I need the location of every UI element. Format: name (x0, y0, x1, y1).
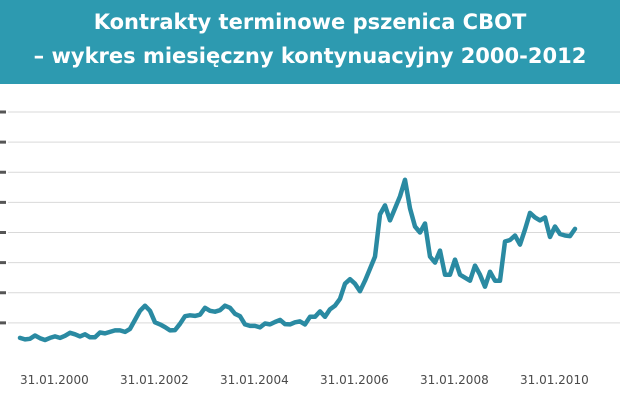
y-tick-800 (0, 170, 6, 174)
line-chart: 31.01.2000 31.01.2002 31.01.2004 31.01.2006… (0, 110, 620, 387)
x-tick-label: 31.01.2002 (120, 373, 189, 387)
y-tick-1000 (0, 110, 6, 114)
y-tick-900 (0, 140, 6, 144)
chart-subtitle: – wykres miesięczny kontynuacyjny 2000-2… (33, 44, 587, 68)
chart-header: Kontrakty terminowe pszenica CBOT – wykr… (0, 0, 620, 84)
series-line (17, 177, 578, 343)
x-tick-label: 31.01.2010 (520, 373, 589, 387)
y-tick-600 (0, 231, 6, 234)
y-tick-300 (0, 321, 6, 325)
y-tick-500 (0, 261, 6, 265)
y-tick-marks (0, 110, 6, 325)
x-tick-label: 31.01.2000 (20, 373, 89, 387)
gridlines (8, 111, 620, 324)
chart-title: Kontrakty terminowe pszenica CBOT (93, 10, 527, 34)
x-axis-labels: 31.01.2000 31.01.2002 31.01.2004 31.01.2006… (20, 373, 589, 387)
y-tick-700 (0, 200, 6, 204)
y-tick-400 (0, 291, 6, 295)
x-tick-label: 31.01.2004 (220, 373, 289, 387)
x-tick-label: 31.01.2006 (320, 373, 389, 387)
x-tick-label: 31.01.2008 (420, 373, 489, 387)
